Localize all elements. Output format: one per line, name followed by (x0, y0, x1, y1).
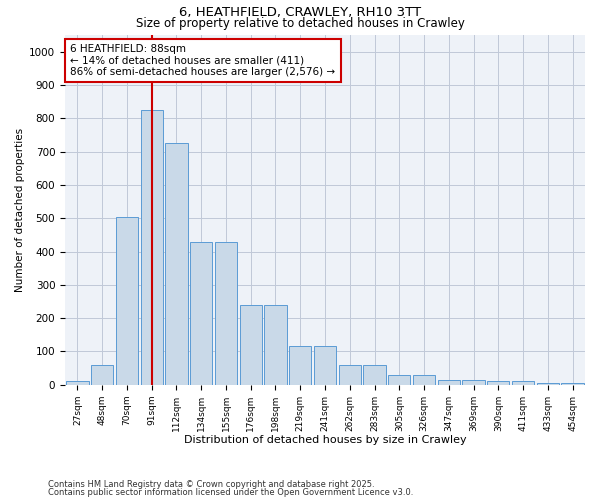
Bar (91, 365, 113, 384)
Bar (140, 110, 163, 384)
Bar (239, 305, 262, 384)
Bar (66, 382, 89, 384)
Text: Size of property relative to detached houses in Crawley: Size of property relative to detached ho… (136, 16, 464, 30)
Bar (512, 382, 534, 384)
Bar (364, 365, 386, 384)
Bar (463, 380, 485, 384)
Bar (314, 346, 336, 385)
Text: Contains HM Land Registry data © Crown copyright and database right 2025.: Contains HM Land Registry data © Crown c… (48, 480, 374, 489)
Bar (537, 383, 559, 384)
Bar (165, 144, 188, 384)
Y-axis label: Number of detached properties: Number of detached properties (15, 128, 25, 292)
Text: 6, HEATHFIELD, CRAWLEY, RH10 3TT: 6, HEATHFIELD, CRAWLEY, RH10 3TT (179, 6, 421, 19)
Bar (215, 242, 237, 384)
Text: Contains public sector information licensed under the Open Government Licence v3: Contains public sector information licen… (48, 488, 413, 497)
Bar (265, 305, 287, 384)
Bar (338, 365, 361, 384)
X-axis label: Distribution of detached houses by size in Crawley: Distribution of detached houses by size … (184, 435, 466, 445)
Bar (413, 374, 435, 384)
Bar (388, 374, 410, 384)
Bar (190, 242, 212, 384)
Bar (116, 216, 138, 384)
Bar (437, 380, 460, 384)
Text: 6 HEATHFIELD: 88sqm
← 14% of detached houses are smaller (411)
86% of semi-detac: 6 HEATHFIELD: 88sqm ← 14% of detached ho… (70, 44, 335, 77)
Bar (562, 383, 584, 384)
Bar (289, 346, 311, 385)
Bar (487, 382, 509, 384)
